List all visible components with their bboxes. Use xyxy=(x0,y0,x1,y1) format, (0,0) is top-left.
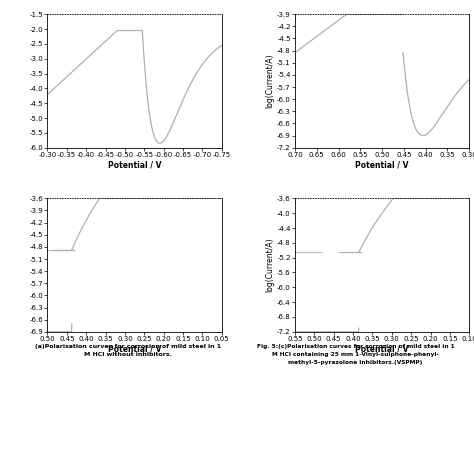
X-axis label: Potential / V: Potential / V xyxy=(356,345,409,354)
Text: Fig. 5:(c)Polarisation curves for corrosion of mild steel in 1: Fig. 5:(c)Polarisation curves for corros… xyxy=(256,345,455,349)
Text: (a)Polarisation curves for corrosion of mild steel in 1: (a)Polarisation curves for corrosion of … xyxy=(35,345,221,349)
Text: methyl-5-pyrazolone inhibitors.(VSPMP): methyl-5-pyrazolone inhibitors.(VSPMP) xyxy=(288,360,423,365)
X-axis label: Potential / V: Potential / V xyxy=(108,345,161,354)
Y-axis label: log(Current/A): log(Current/A) xyxy=(265,238,274,292)
X-axis label: Potential / V: Potential / V xyxy=(108,161,161,170)
Y-axis label: log(Current/A): log(Current/A) xyxy=(265,54,274,108)
X-axis label: Potential / V: Potential / V xyxy=(356,161,409,170)
Text: M HCl containing 25 mm 1-Vinyl-sulphone-phenyl-: M HCl containing 25 mm 1-Vinyl-sulphone-… xyxy=(272,352,439,357)
Text: M HCl without inhibitors.: M HCl without inhibitors. xyxy=(84,353,172,357)
